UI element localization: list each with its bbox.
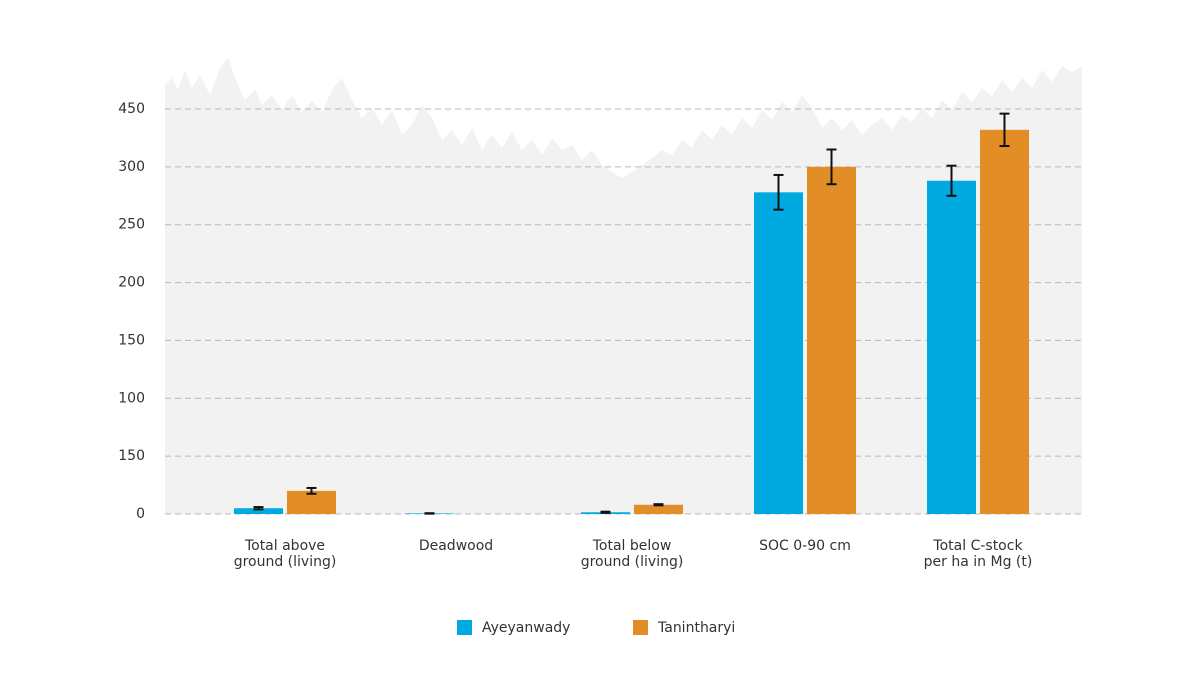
x-tick-label: Total above [244,538,325,554]
x-tick-label: per ha in Mg (t) [924,554,1033,570]
bar [927,180,976,514]
y-tick-label: 250 [118,217,145,233]
y-tick-label: 300 [118,159,145,175]
y-tick-label: 450 [118,101,145,117]
legend-label: Ayeyanwady [482,620,570,636]
bar [634,504,683,514]
x-tick-label: ground (living) [581,554,684,570]
y-tick-label: 0 [136,506,145,522]
bar [807,166,856,514]
x-tick-label: ground (living) [234,554,337,570]
y-tick-label: 150 [118,448,145,464]
x-tick-label: Total below [592,538,672,554]
bar [980,129,1029,515]
bar [287,490,336,514]
y-tick-label: 200 [118,275,145,291]
legend-swatch [457,620,472,635]
bar [754,192,803,515]
y-tick-label: 100 [118,390,145,406]
y-tick-label: 150 [118,332,145,348]
legend-swatch [633,620,648,635]
bar [234,508,283,514]
x-tick-label: SOC 0-90 cm [759,538,851,554]
legend-label: Tanintharyi [657,620,735,636]
x-tick-label: Deadwood [419,538,493,554]
x-tick-label: Total C-stock [932,538,1023,554]
